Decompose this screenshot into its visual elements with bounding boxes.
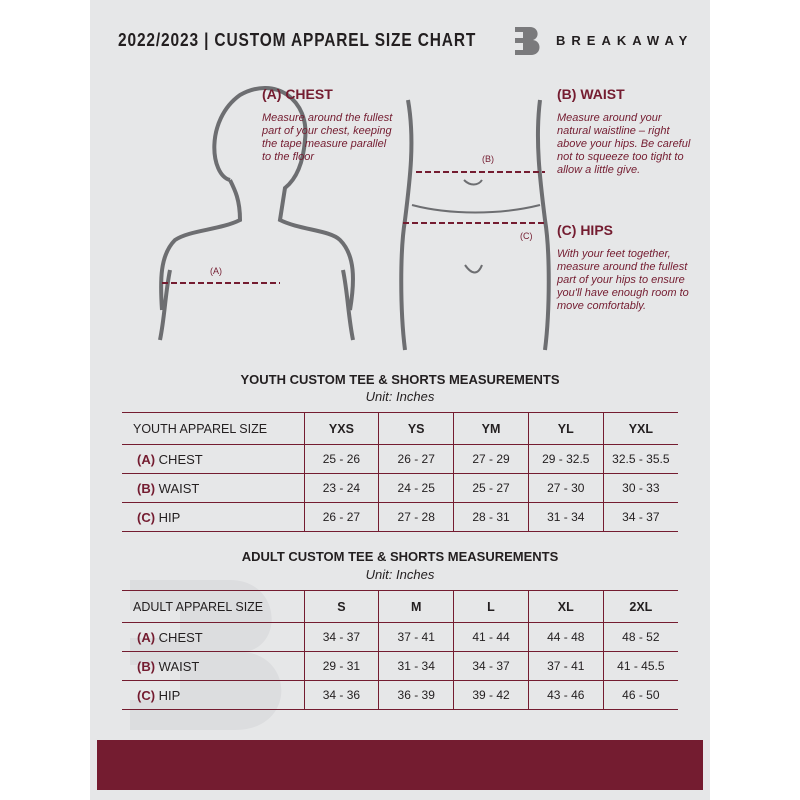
chest-heading: (A) CHEST <box>262 86 333 102</box>
row-label: (A) CHEST <box>122 444 304 474</box>
cell: 37 - 41 <box>527 651 604 681</box>
cell: 46 - 50 <box>602 680 678 710</box>
row-name: CHEST <box>158 629 203 645</box>
size-header: YXS <box>303 412 379 445</box>
adult-section-title: ADULT CUSTOM TEE & SHORTS MEASUREMENTS <box>241 549 559 564</box>
size-header: YS <box>378 412 454 445</box>
cell: 29 - 31 <box>303 651 379 681</box>
cell: 25 - 26 <box>303 444 379 474</box>
cell: 27 - 29 <box>453 444 529 474</box>
size-header: XL <box>527 590 604 623</box>
hips-description: With your feet together, measure around … <box>557 248 689 312</box>
upper-body-icon <box>158 85 355 341</box>
cell: 30 - 33 <box>602 473 678 503</box>
cell: 31 - 34 <box>378 651 454 681</box>
size-header: YL <box>527 412 604 445</box>
waist-description: Measure around your natural waistline – … <box>557 112 691 176</box>
cell: 41 - 44 <box>453 622 529 652</box>
hips-heading: (C) HIPS <box>557 222 613 238</box>
cell: 26 - 27 <box>378 444 454 474</box>
cell: 34 - 37 <box>453 651 529 681</box>
cell: 32.5 - 35.5 <box>602 444 678 474</box>
row-code: (C) <box>137 509 156 525</box>
adult-unit: Unit: Inches <box>365 567 435 582</box>
size-label: YOUTH APPAREL SIZE <box>122 412 304 445</box>
hips-marker: (C) <box>520 231 533 241</box>
table-header-row: ADULT APPAREL SIZE S M L XL 2XL <box>122 590 678 623</box>
table-row: (C) HIP 26 - 27 27 - 28 28 - 31 31 - 34 34 - … <box>122 502 678 532</box>
row-label: (B) WAIST <box>122 651 304 681</box>
cell: 28 - 31 <box>453 502 529 532</box>
cell: 27 - 30 <box>527 473 604 503</box>
size-header: YM <box>453 412 529 445</box>
cell: 29 - 32.5 <box>527 444 604 474</box>
cell: 25 - 27 <box>453 473 529 503</box>
table-row: (B) WAIST 29 - 31 31 - 34 34 - 37 37 - 41 41 … <box>122 651 678 681</box>
table-row: (B) WAIST 23 - 24 24 - 25 25 - 27 27 - 30 30 … <box>122 473 678 503</box>
cell: 44 - 48 <box>527 622 604 652</box>
row-code: (C) <box>137 687 156 703</box>
adult-size-table: ADULT APPAREL SIZE S M L XL 2XL (A) CHES… <box>122 590 678 710</box>
table-row: (A) CHEST 25 - 26 26 - 27 27 - 29 29 - 32.5 3… <box>122 444 678 474</box>
row-code: (A) <box>137 451 156 467</box>
table-header-row: YOUTH APPAREL SIZE YXS YS YM YL YXL <box>122 412 678 445</box>
row-code: (B) <box>137 480 156 496</box>
cell: 27 - 28 <box>378 502 454 532</box>
chest-description: Measure around the fullest part of your … <box>262 112 393 163</box>
youth-unit: Unit: Inches <box>365 389 435 404</box>
row-code: (A) <box>137 629 156 645</box>
chest-marker: (A) <box>210 266 222 276</box>
row-name: HIP <box>158 509 181 525</box>
cell: 31 - 34 <box>527 502 604 532</box>
cell: 43 - 46 <box>527 680 604 710</box>
cell: 23 - 24 <box>303 473 379 503</box>
cell: 34 - 36 <box>303 680 379 710</box>
cell: 48 - 52 <box>602 622 678 652</box>
youth-section-title: YOUTH CUSTOM TEE & SHORTS MEASUREMENTS <box>240 372 560 387</box>
cell: 41 - 45.5 <box>602 651 678 681</box>
size-header: L <box>453 590 529 623</box>
row-code: (B) <box>137 658 156 674</box>
row-name: CHEST <box>158 451 203 467</box>
row-label: (C) HIP <box>122 502 304 532</box>
body-illustrations <box>158 85 551 351</box>
youth-size-table: YOUTH APPAREL SIZE YXS YS YM YL YXL (A) … <box>122 412 678 532</box>
waist-marker: (B) <box>482 154 494 164</box>
cell: 26 - 27 <box>303 502 379 532</box>
page-title: 2022/2023 | CUSTOM APPAREL SIZE CHART <box>118 30 477 50</box>
footer-band <box>97 740 703 790</box>
size-header: M <box>378 590 454 623</box>
cell: 34 - 37 <box>602 502 678 532</box>
cell: 24 - 25 <box>378 473 454 503</box>
row-label: (C) HIP <box>122 680 304 710</box>
waist-heading: (B) WAIST <box>557 86 625 102</box>
row-label: (B) WAIST <box>122 473 304 503</box>
size-header: S <box>303 590 379 623</box>
cell: 36 - 39 <box>378 680 454 710</box>
row-name: HIP <box>158 687 181 703</box>
cell: 34 - 37 <box>303 622 379 652</box>
table-row: (A) CHEST 34 - 37 37 - 41 41 - 44 44 - 48 48 … <box>122 622 678 652</box>
table-row: (C) HIP 34 - 36 36 - 39 39 - 42 43 - 46 46 - … <box>122 680 678 710</box>
cell: 39 - 42 <box>453 680 529 710</box>
row-label: (A) CHEST <box>122 622 304 652</box>
cell: 37 - 41 <box>378 622 454 652</box>
size-label: ADULT APPAREL SIZE <box>122 590 304 623</box>
row-name: WAIST <box>158 480 200 496</box>
size-header: 2XL <box>602 590 678 623</box>
lower-body-icon <box>399 99 551 351</box>
row-name: WAIST <box>158 658 200 674</box>
size-header: YXL <box>602 412 678 445</box>
brand-name: BREAKAWAY <box>556 33 694 48</box>
breakaway-logo-icon <box>515 27 540 55</box>
